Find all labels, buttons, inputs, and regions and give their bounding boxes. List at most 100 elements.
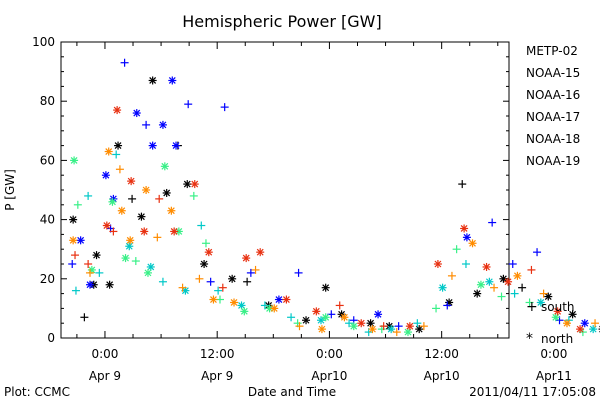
north-point bbox=[146, 262, 155, 271]
north-point bbox=[162, 188, 171, 197]
x-axis: 0:00 Apr 9 12:00 Apr 9 0:00 Apr10 12:00 Apr10 0:… bbox=[76, 42, 572, 383]
north-point bbox=[374, 310, 383, 319]
north-point bbox=[158, 120, 167, 129]
north-point bbox=[460, 224, 469, 233]
north-point bbox=[121, 254, 130, 263]
x-tick-date-label: Apr11 bbox=[536, 369, 572, 383]
south-point bbox=[591, 319, 600, 328]
north-point bbox=[366, 319, 375, 328]
south-point bbox=[80, 313, 89, 322]
north-point bbox=[462, 233, 471, 242]
north-point bbox=[544, 292, 553, 301]
x-tick-time-label: 12:00 bbox=[200, 347, 235, 361]
south-point bbox=[68, 260, 77, 268]
south-point bbox=[155, 194, 164, 203]
north-point bbox=[468, 239, 477, 248]
north-point bbox=[513, 271, 522, 280]
north-point bbox=[70, 156, 79, 165]
north-point bbox=[126, 236, 135, 245]
north-legend-symbol: * bbox=[526, 331, 533, 347]
south-point bbox=[112, 150, 121, 159]
north-point bbox=[302, 316, 311, 325]
south-point bbox=[184, 100, 193, 109]
north-point bbox=[76, 236, 85, 245]
south-point bbox=[335, 301, 344, 310]
south-point bbox=[85, 268, 94, 277]
north-point bbox=[148, 76, 157, 85]
south-point bbox=[220, 103, 229, 112]
legend-entry: NOAA-19 bbox=[526, 154, 580, 168]
data-points bbox=[68, 58, 600, 337]
south-point bbox=[197, 221, 206, 230]
chart-title: Hemispheric Power [GW] bbox=[182, 12, 381, 31]
north-point bbox=[168, 76, 177, 85]
north-point bbox=[92, 251, 101, 260]
north-point bbox=[580, 319, 589, 328]
x-tick-time-label: 0:00 bbox=[316, 347, 343, 361]
south-point bbox=[131, 257, 140, 266]
north-point bbox=[274, 295, 283, 304]
north-point bbox=[499, 274, 508, 283]
south-point bbox=[195, 274, 204, 283]
north-point bbox=[140, 227, 149, 236]
south-point bbox=[443, 301, 452, 310]
north-point bbox=[349, 322, 358, 331]
legend-entry: NOAA-17 bbox=[526, 110, 580, 124]
south-point bbox=[508, 260, 517, 268]
north-point bbox=[102, 221, 111, 230]
north-point bbox=[562, 319, 571, 328]
y-tick-label: 0 bbox=[47, 331, 55, 345]
south-legend-symbol: + bbox=[526, 299, 538, 315]
south-point bbox=[497, 292, 506, 301]
y-tick-label: 20 bbox=[40, 272, 55, 286]
north-point bbox=[69, 215, 78, 224]
north-point bbox=[105, 280, 114, 289]
north-point bbox=[113, 106, 122, 115]
north-point bbox=[237, 301, 246, 310]
x-tick-time-label: 0:00 bbox=[540, 347, 567, 361]
plot-credit: Plot: CCMC bbox=[4, 385, 70, 399]
north-point bbox=[69, 236, 78, 245]
south-point bbox=[461, 260, 470, 268]
south-point bbox=[142, 120, 151, 129]
south-point bbox=[287, 313, 296, 322]
north-point bbox=[405, 322, 414, 331]
north-point bbox=[209, 295, 218, 304]
south-point bbox=[206, 277, 215, 286]
south-legend-label: south bbox=[541, 300, 575, 314]
north-point bbox=[438, 283, 447, 292]
north-point bbox=[256, 248, 265, 257]
x-tick-date-label: Apr 9 bbox=[201, 369, 233, 383]
south-point bbox=[218, 283, 227, 292]
south-point bbox=[392, 328, 401, 337]
south-point bbox=[201, 239, 210, 248]
north-point bbox=[167, 206, 176, 215]
north-point bbox=[321, 313, 330, 322]
south-point bbox=[447, 271, 456, 280]
north-point bbox=[368, 325, 377, 334]
north-point bbox=[476, 280, 485, 289]
north-point bbox=[317, 325, 326, 334]
north-point bbox=[340, 313, 349, 322]
south-point bbox=[115, 165, 124, 174]
legend-entry: NOAA-16 bbox=[526, 88, 580, 102]
x-tick-date-label: Apr10 bbox=[311, 369, 347, 383]
north-point bbox=[321, 283, 330, 292]
north-point bbox=[270, 304, 279, 313]
south-point bbox=[109, 227, 118, 236]
north-point bbox=[568, 310, 577, 319]
south-point bbox=[394, 322, 403, 331]
south-point bbox=[452, 245, 461, 254]
north-point bbox=[242, 254, 251, 263]
north-point bbox=[473, 289, 482, 298]
legend: METP-02 NOAA-15 NOAA-16 NOAA-17 NOAA-18 NOAA-… bbox=[526, 44, 580, 168]
south-point bbox=[120, 58, 129, 67]
north-point bbox=[85, 280, 94, 289]
south-point bbox=[260, 301, 269, 310]
north-point bbox=[190, 180, 199, 189]
south-point bbox=[458, 180, 467, 189]
y-tick-label: 80 bbox=[40, 94, 55, 108]
x-tick-date-label: Apr10 bbox=[424, 369, 460, 383]
x-tick-time-label: 0:00 bbox=[91, 347, 118, 361]
